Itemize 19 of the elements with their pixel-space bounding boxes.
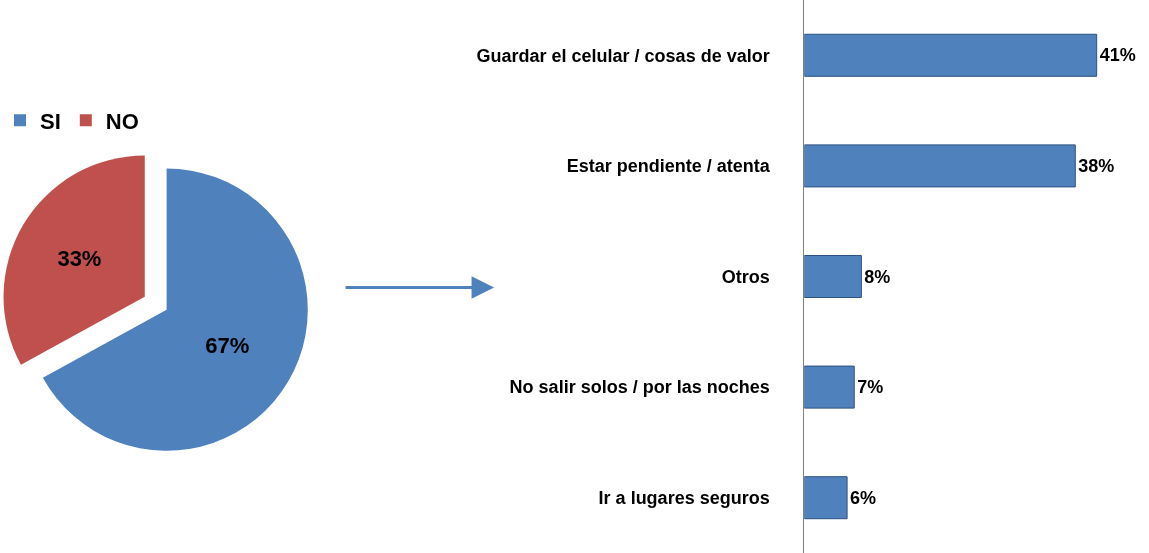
y-tick-label: Otros — [721, 266, 770, 287]
data-label: 33% — [57, 245, 102, 271]
bar — [804, 365, 855, 409]
bar — [804, 476, 848, 520]
data-label: 41% — [1099, 45, 1136, 66]
y-tick-label: No salir solos / por las noches — [509, 377, 770, 398]
y-tick-label: Estar pendiente / atenta — [566, 156, 771, 177]
y-tick-label: Guardar el celular / cosas de valor — [476, 45, 770, 66]
bar — [804, 144, 1076, 188]
bar — [804, 33, 1098, 77]
data-label: 7% — [857, 377, 884, 398]
data-label: 6% — [850, 487, 877, 508]
y-tick-label: Ir a lugares seguros — [598, 488, 770, 508]
bar — [804, 254, 862, 299]
data-label: 38% — [1078, 155, 1115, 176]
data-label: 67% — [205, 333, 250, 359]
legend-label: NO — [105, 108, 139, 134]
data-label: 8% — [864, 266, 891, 287]
legend-label: SI — [40, 108, 61, 134]
